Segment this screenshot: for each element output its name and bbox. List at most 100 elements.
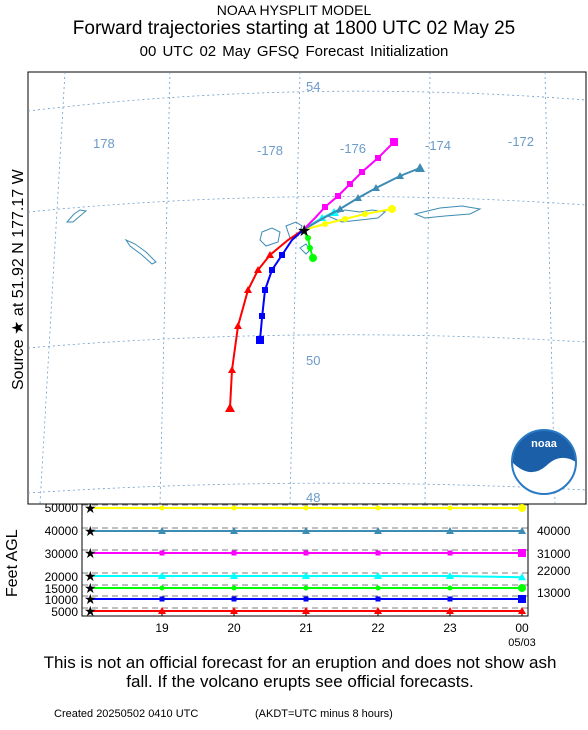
trajectory-red-markers xyxy=(225,251,274,412)
height-series-point-1-3 xyxy=(302,527,310,534)
lon-label-m176: -176 xyxy=(340,141,366,156)
xtick-label-00: 00 xyxy=(515,621,529,635)
trajectory-blue-markers xyxy=(256,252,285,344)
trajectory-yellow-markers xyxy=(322,205,396,227)
height-series-point-3-1 xyxy=(158,572,166,579)
height-series-point-0-0: ★ xyxy=(84,500,97,516)
trajectory-magenta-markers xyxy=(322,138,398,210)
lon-line-4 xyxy=(424,71,431,505)
source-star: ★ xyxy=(297,223,311,240)
trajectory-red xyxy=(229,229,304,409)
height-series-point-5-2 xyxy=(231,596,237,602)
height-series-point-0-5 xyxy=(447,505,453,511)
height-series-point-1-6 xyxy=(518,527,526,534)
height-series-point-2-0: ★ xyxy=(84,545,97,561)
lat-line-48 xyxy=(27,482,587,494)
lon-label-m174: -174 xyxy=(425,138,451,153)
noaa-logo-text: noaa xyxy=(531,438,558,450)
height-series-point-2-5 xyxy=(447,550,453,556)
height-series-point-5-5 xyxy=(447,596,453,602)
height-chart-frame xyxy=(81,503,529,617)
island-kiska xyxy=(124,238,157,265)
height-series-point-1-2 xyxy=(230,527,238,534)
height-series: ★★★★★★★ xyxy=(82,500,528,619)
island-adak xyxy=(259,227,281,247)
height-series-point-5-4 xyxy=(375,596,381,602)
created-timestamp: Created 20250502 0410 UTC xyxy=(54,708,199,720)
noaa-logo: noaa xyxy=(511,429,577,495)
ytick-50000: 50000 xyxy=(45,501,79,515)
height-series-point-5-1 xyxy=(159,596,165,602)
right-label-22000: 22000 xyxy=(537,564,571,578)
height-series-point-4-2 xyxy=(231,585,237,591)
height-series-point-2-3 xyxy=(303,550,309,556)
height-series-point-2-4 xyxy=(375,550,381,556)
ytick-5000: 5000 xyxy=(51,605,78,619)
height-series-point-1-5 xyxy=(446,527,454,534)
ytick-10000: 10000 xyxy=(45,593,79,607)
height-series-point-3-0: ★ xyxy=(84,568,97,584)
lon-line-1 xyxy=(39,71,66,505)
height-series-point-2-1 xyxy=(159,550,165,556)
height-series-point-4-3 xyxy=(303,585,309,591)
ytick-40000: 40000 xyxy=(45,524,79,538)
aleutian-islands xyxy=(65,205,482,265)
ytick-20000: 20000 xyxy=(45,570,79,584)
height-series-point-3-4 xyxy=(374,572,382,579)
height-series-point-6-3 xyxy=(302,607,310,614)
xtick-label-23: 23 xyxy=(443,621,457,635)
height-series-point-4-6 xyxy=(518,584,526,592)
height-series-point-6-2 xyxy=(230,607,238,614)
ytick-15000: 15000 xyxy=(45,582,79,596)
height-series-point-0-4 xyxy=(375,505,381,511)
lon-line-3 xyxy=(289,71,301,505)
lat-line-52 xyxy=(27,196,587,213)
height-series-point-6-5 xyxy=(446,607,454,614)
height-series-point-5-0: ★ xyxy=(84,591,97,607)
height-series-point-6-0: ★ xyxy=(84,603,97,619)
height-series-point-5-3 xyxy=(303,596,309,602)
xtick-label-22: 22 xyxy=(371,621,385,635)
lat-line-50 xyxy=(27,334,587,349)
height-series-point-0-1 xyxy=(159,505,165,511)
height-series-point-3-5 xyxy=(446,572,454,579)
right-label-13000: 13000 xyxy=(537,586,571,600)
height-chart: 19 20 21 22 23 00 05/03 50000 40000 3000… xyxy=(45,500,571,649)
trajectory-paths: ★ xyxy=(225,138,425,412)
ytick-30000: 30000 xyxy=(45,547,79,561)
island-attu xyxy=(65,209,88,223)
lat-label-48: 48 xyxy=(306,490,320,505)
lon-label-m172: -172 xyxy=(508,134,534,149)
xtick-label-19: 19 xyxy=(155,621,169,635)
trajectory-green xyxy=(302,229,314,259)
trajectory-steelblue-markers xyxy=(336,163,425,212)
lat-label-54: 54 xyxy=(306,79,320,94)
height-chart-xticks xyxy=(161,612,523,616)
height-series-point-4-1 xyxy=(159,585,165,591)
height-series-point-3-3 xyxy=(302,572,310,579)
height-series-point-2-2 xyxy=(231,550,237,556)
right-label-31000: 31000 xyxy=(537,547,571,561)
lon-label-m178: -178 xyxy=(257,143,283,158)
lat-label-50: 50 xyxy=(306,353,320,368)
model-name: NOAA HYSPLIT MODEL xyxy=(216,2,372,18)
height-series-point-6-6 xyxy=(518,607,526,614)
height-series-point-6-4 xyxy=(374,607,382,614)
disclaimer: This is not an official forecast for an … xyxy=(43,653,557,691)
height-series-point-6-1 xyxy=(158,607,166,614)
xtick-label-20: 20 xyxy=(227,621,241,635)
height-series-point-1-0: ★ xyxy=(84,523,97,539)
forecast-subtitle: 00 UTC 02 May GFSQ Forecast Initializati… xyxy=(139,43,449,60)
height-series-point-2-6 xyxy=(518,549,526,557)
height-series-point-0-2 xyxy=(231,505,237,511)
height-series-point-4-5 xyxy=(447,585,453,591)
height-series-point-4-0: ★ xyxy=(84,580,97,596)
lon-label-178: 178 xyxy=(93,136,115,151)
xtick-label-21: 21 xyxy=(299,621,313,635)
right-label-40000: 40000 xyxy=(537,524,571,538)
height-series-point-3-6 xyxy=(518,573,526,581)
trajectory-green-markers xyxy=(305,235,317,262)
island-atka xyxy=(326,209,387,223)
timezone-note: (AKDT=UTC minus 8 hours) xyxy=(255,708,393,720)
